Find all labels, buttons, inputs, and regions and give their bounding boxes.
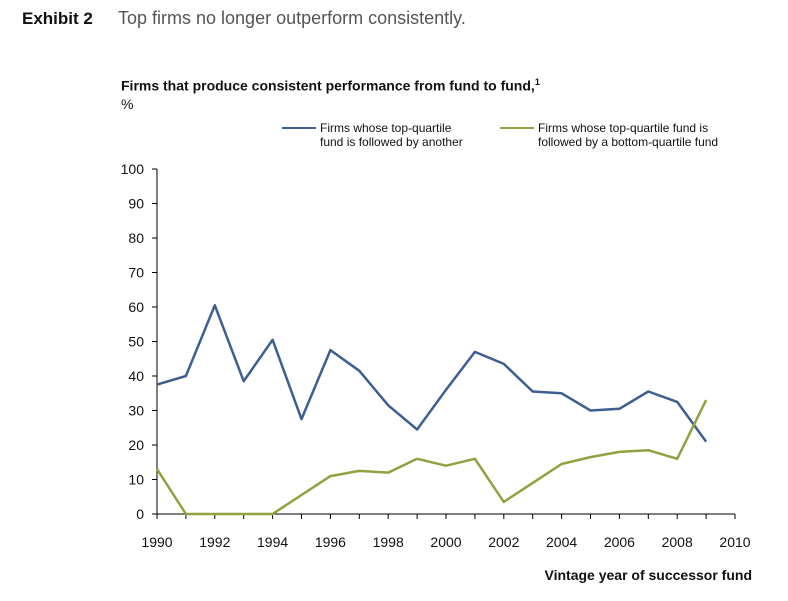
- chart-title-text: Firms that produce consistent performanc…: [121, 77, 535, 94]
- x-tick-label: 2008: [662, 534, 693, 550]
- legend-line-2: followed by a bottom-quartile fund: [538, 135, 719, 149]
- chart-title-footnote: 1: [534, 77, 540, 87]
- exhibit-label: Exhibit 2: [22, 9, 93, 28]
- legend-line-1: Firms whose top-quartile: [320, 121, 452, 135]
- chart-title: Firms that produce consistent performanc…: [121, 77, 540, 94]
- x-tick-label: 1998: [373, 534, 404, 550]
- legend-line-1: Firms whose top-quartile fund is: [538, 121, 709, 135]
- x-tick-label: 1992: [199, 534, 230, 550]
- y-tick-label: 60: [128, 299, 144, 315]
- y-tick-label: 10: [128, 472, 144, 488]
- x-tick-label: 2004: [546, 534, 577, 550]
- x-tick-label: 1990: [141, 534, 172, 550]
- x-tick-label: 2002: [488, 534, 519, 550]
- legend-swatch-green: [500, 127, 534, 129]
- y-tick-label: 20: [128, 437, 144, 453]
- legend-label-top-followed-by-bottom: Firms whose top-quartile fund is followe…: [538, 121, 748, 149]
- legend-line-2: fund is followed by another: [320, 135, 463, 149]
- y-tick-label: 100: [121, 161, 145, 177]
- exhibit-title: Top firms no longer outperform consisten…: [118, 8, 466, 28]
- legend-swatch-blue: [282, 127, 316, 129]
- y-tick-label: 40: [128, 368, 144, 384]
- y-tick-label: 90: [128, 196, 144, 212]
- legend-label-top-followed-by-top: Firms whose top-quartile fund is followe…: [320, 121, 530, 149]
- y-tick-label: 30: [128, 403, 144, 419]
- x-tick-label: 1994: [257, 534, 288, 550]
- x-tick-label: 2010: [719, 534, 750, 550]
- series-line-1: [156, 304, 708, 443]
- x-tick-label: 2006: [604, 534, 635, 550]
- y-tick-label: 70: [128, 265, 144, 281]
- y-axis-unit: %: [121, 96, 134, 112]
- series-line-2: [155, 399, 708, 516]
- y-tick-label: 0: [136, 506, 144, 522]
- x-tick-label: 2000: [430, 534, 461, 550]
- x-tick-label: 1996: [315, 534, 346, 550]
- x-axis-title: Vintage year of successor fund: [544, 567, 752, 583]
- y-tick-label: 50: [128, 334, 144, 350]
- y-tick-label: 80: [128, 230, 144, 246]
